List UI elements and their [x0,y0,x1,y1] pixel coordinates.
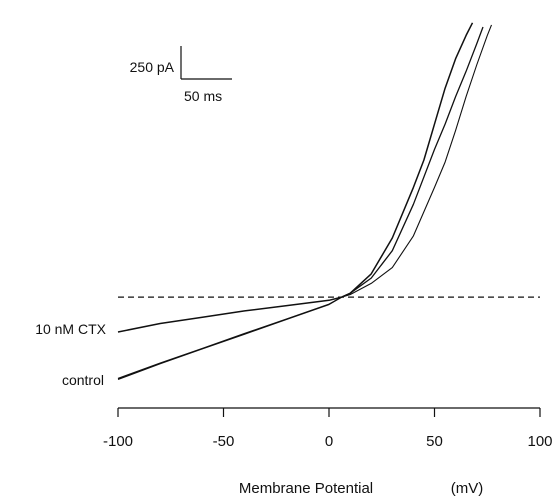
x-tick-label: 100 [527,433,552,450]
scale-bar-time-label: 50 ms [184,88,222,104]
series-line-2 [117,24,493,379]
x-tick-label: -100 [103,433,133,450]
x-tick-label: 0 [325,433,333,450]
scale-bar: 250 pA 50 ms [130,46,232,104]
x-tick-label: 50 [426,433,443,450]
series-label-ctx: 10 nM CTX [35,321,106,337]
series-label-control: control [62,372,104,388]
x-axis-label: Membrane Potential [239,480,373,497]
series-line-3 [117,22,474,333]
x-axis-unit: (mV) [451,480,484,497]
x-axis: -100 -50 0 50 100 [103,407,553,450]
x-tick-label: -50 [213,433,235,450]
series-layer [117,22,493,381]
series-line-1 [117,26,484,381]
scale-bar-current-label: 250 pA [130,59,175,75]
